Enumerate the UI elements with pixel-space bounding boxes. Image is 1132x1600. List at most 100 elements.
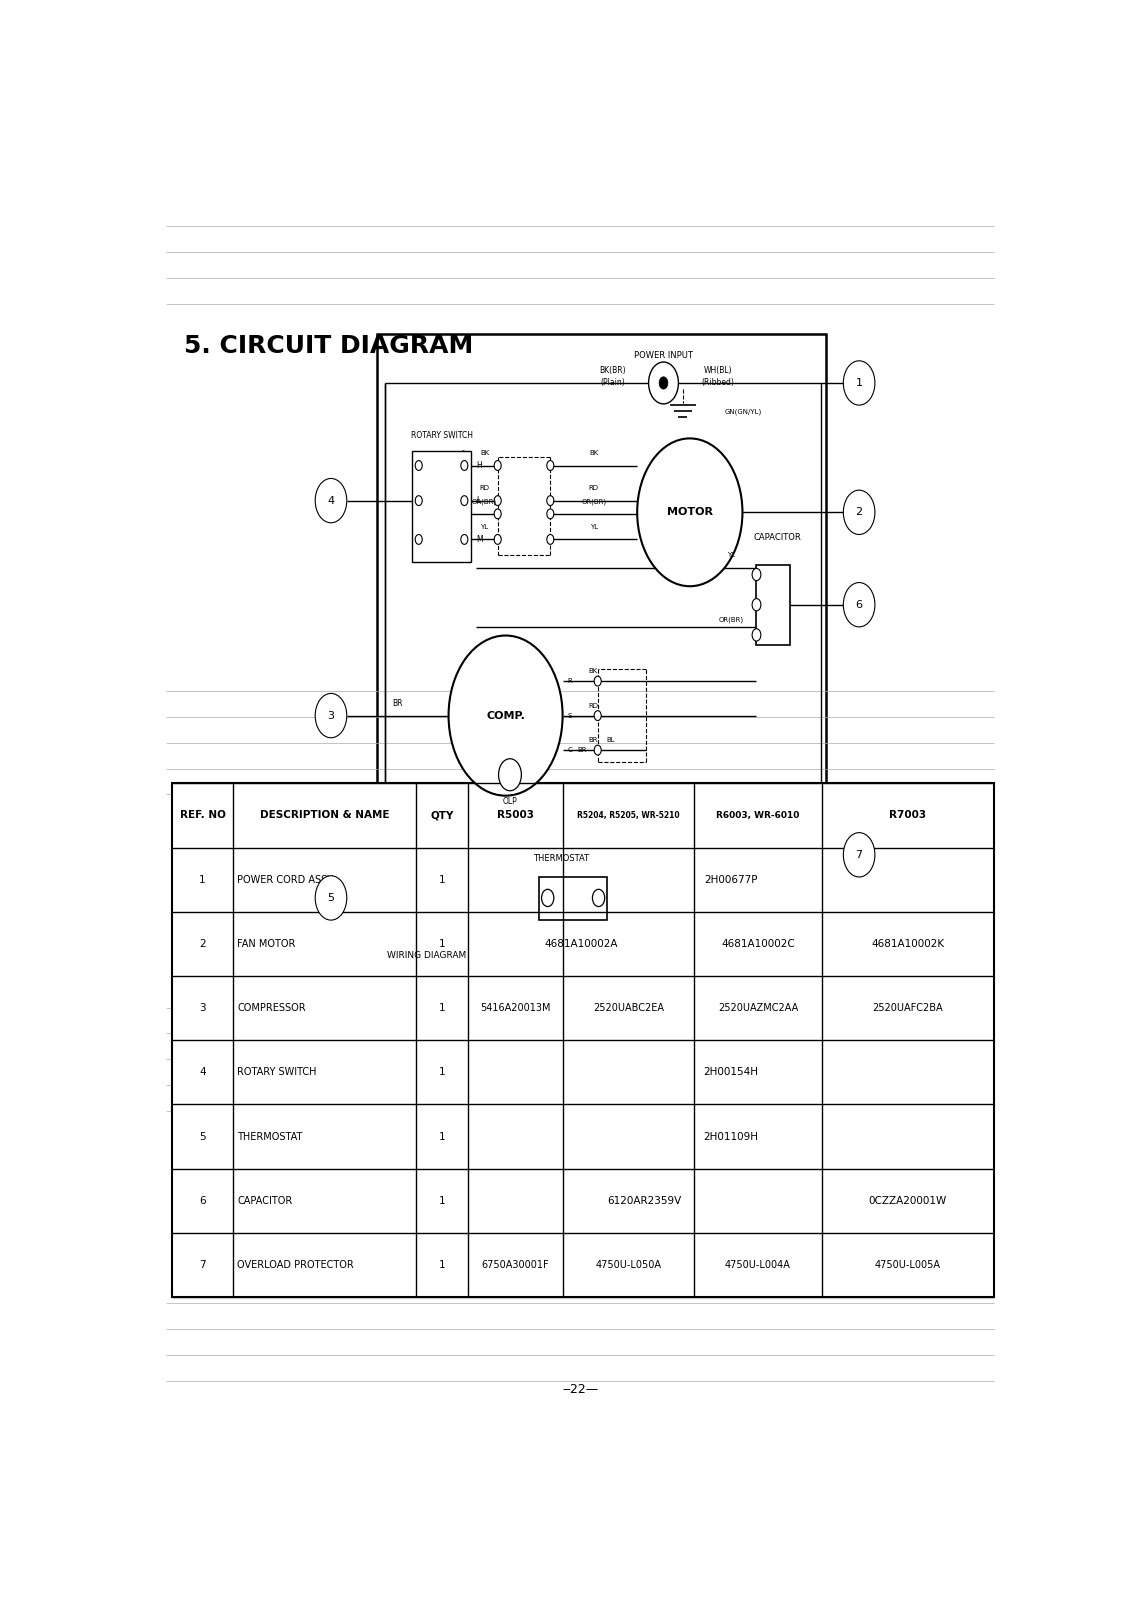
Text: 4: 4 [327, 496, 335, 506]
Text: 1: 1 [199, 875, 206, 885]
Text: 1: 1 [438, 1067, 445, 1077]
Text: 4750U-L050A: 4750U-L050A [595, 1259, 661, 1270]
Circle shape [547, 461, 554, 470]
Text: QTY: QTY [430, 811, 454, 821]
Text: 4681A10002C: 4681A10002C [721, 939, 795, 949]
Text: 3: 3 [199, 1003, 206, 1013]
Circle shape [594, 746, 601, 755]
Circle shape [461, 496, 468, 506]
Text: RD: RD [589, 485, 599, 491]
Text: BK: BK [589, 669, 598, 674]
Circle shape [415, 496, 422, 506]
Text: 4750U-L004A: 4750U-L004A [724, 1259, 791, 1270]
Circle shape [448, 635, 563, 795]
Circle shape [637, 438, 743, 586]
Text: C: C [568, 747, 573, 754]
Circle shape [843, 490, 875, 534]
Text: R7003: R7003 [890, 811, 926, 821]
Text: THERMOSTAT: THERMOSTAT [533, 854, 589, 862]
Text: GN(GN/YL): GN(GN/YL) [724, 408, 762, 414]
Circle shape [752, 629, 761, 642]
Text: H: H [475, 461, 481, 470]
Text: L: L [475, 496, 480, 506]
Circle shape [498, 758, 522, 790]
Text: CAPACITOR: CAPACITOR [238, 1195, 293, 1206]
Circle shape [461, 534, 468, 544]
Text: 4: 4 [199, 1067, 206, 1077]
Text: POWER INPUT: POWER INPUT [634, 352, 693, 360]
Text: COMP.: COMP. [486, 710, 525, 720]
Text: R6003, WR-6010: R6003, WR-6010 [717, 811, 799, 819]
Circle shape [659, 376, 668, 389]
Text: R: R [568, 678, 573, 685]
Text: 5: 5 [199, 1131, 206, 1141]
Text: 1: 1 [438, 1131, 445, 1141]
Circle shape [315, 875, 346, 920]
Circle shape [461, 461, 468, 470]
Text: OR(BR): OR(BR) [719, 616, 744, 622]
Text: 1: 1 [856, 378, 863, 387]
Text: 2H00154H: 2H00154H [704, 1067, 758, 1077]
Text: 2H00677P: 2H00677P [704, 875, 758, 885]
Circle shape [592, 890, 604, 907]
Text: YL: YL [728, 552, 736, 558]
Bar [377, 334, 826, 978]
Text: BK: BK [480, 450, 489, 456]
Text: BR: BR [393, 699, 403, 707]
Text: DESCRIPTION & NAME: DESCRIPTION & NAME [259, 811, 389, 821]
Text: FAN MOTOR: FAN MOTOR [238, 939, 295, 949]
Text: S: S [568, 712, 573, 718]
Text: (Plain): (Plain) [600, 379, 625, 387]
Bar [172, 784, 994, 1298]
Text: 6120AR2359V: 6120AR2359V [608, 1195, 681, 1206]
Text: 1: 1 [438, 1195, 445, 1206]
Circle shape [649, 362, 678, 403]
Text: (Ribbed): (Ribbed) [702, 379, 735, 387]
Text: 2520UAFC2BA: 2520UAFC2BA [873, 1003, 943, 1013]
Text: ROTARY SWITCH: ROTARY SWITCH [411, 432, 472, 440]
Bar [756, 565, 790, 645]
Text: 1: 1 [438, 1259, 445, 1270]
Text: RD: RD [480, 485, 489, 491]
Circle shape [843, 832, 875, 877]
Text: 3: 3 [327, 710, 334, 720]
Text: 5416A20013M: 5416A20013M [480, 1003, 550, 1013]
Text: 2520UAZMC2AA: 2520UAZMC2AA [718, 1003, 798, 1013]
Circle shape [547, 534, 554, 544]
Circle shape [594, 677, 601, 686]
Text: THERMOSTAT: THERMOSTAT [238, 1131, 302, 1141]
Text: OLP: OLP [503, 797, 517, 806]
Circle shape [495, 534, 501, 544]
Text: 2H01109H: 2H01109H [704, 1131, 758, 1141]
Text: 2: 2 [199, 939, 206, 949]
Text: BR: BR [589, 738, 598, 744]
Circle shape [547, 496, 554, 506]
Text: 5. CIRCUIT DIAGRAM: 5. CIRCUIT DIAGRAM [183, 334, 473, 358]
Text: 5: 5 [327, 893, 334, 902]
Text: 4750U-L005A: 4750U-L005A [875, 1259, 941, 1270]
Text: WH(BL): WH(BL) [704, 366, 732, 374]
Circle shape [541, 890, 554, 907]
Text: ROTARY SWITCH: ROTARY SWITCH [238, 1067, 317, 1077]
Text: YL: YL [480, 525, 489, 530]
Circle shape [547, 509, 554, 518]
Text: 6750A30001F: 6750A30001F [481, 1259, 549, 1270]
Circle shape [495, 496, 501, 506]
Text: 4681A10002K: 4681A10002K [872, 939, 944, 949]
Text: COMPRESSOR: COMPRESSOR [238, 1003, 306, 1013]
Text: MOTOR: MOTOR [667, 507, 713, 517]
Text: 1: 1 [438, 875, 445, 885]
Text: 7: 7 [199, 1259, 206, 1270]
Text: POWER CORD ASSY: POWER CORD ASSY [238, 875, 334, 885]
Text: 1: 1 [438, 939, 445, 949]
Text: ‒22—: ‒22— [561, 1382, 599, 1397]
Circle shape [315, 693, 346, 738]
Text: BR: BR [577, 747, 588, 754]
Text: BK(BR): BK(BR) [599, 366, 626, 374]
Text: 6: 6 [856, 600, 863, 610]
Text: OR(BR): OR(BR) [581, 498, 607, 504]
Circle shape [415, 461, 422, 470]
Circle shape [843, 360, 875, 405]
Text: M: M [475, 534, 482, 544]
Circle shape [495, 461, 501, 470]
